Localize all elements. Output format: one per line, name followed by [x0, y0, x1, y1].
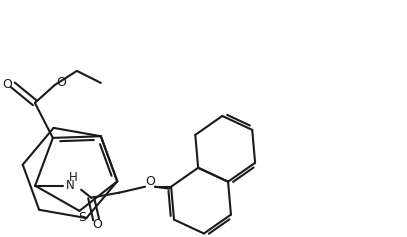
Text: H: H: [69, 171, 77, 184]
Text: O: O: [145, 175, 155, 188]
Text: S: S: [79, 211, 86, 224]
Text: N: N: [66, 179, 74, 192]
Text: O: O: [56, 76, 66, 89]
Text: O: O: [92, 218, 102, 231]
Text: O: O: [2, 78, 12, 91]
